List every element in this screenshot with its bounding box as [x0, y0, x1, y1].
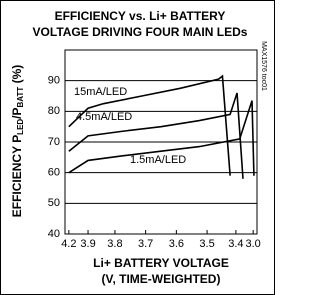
- chart-title: EFFICIENCY vs. Li+ BATTERY: [55, 9, 226, 23]
- series-label: 15mA/LED: [74, 86, 127, 98]
- y-tick-label: 80: [48, 105, 60, 117]
- series-label: 4.5mA/LED: [76, 111, 132, 123]
- x-axis-label: (V, TIME-WEIGHTED): [102, 272, 221, 286]
- y-tick-label: 60: [48, 167, 60, 179]
- x-tick-label: 3.8: [107, 238, 122, 250]
- y-label-sub: LED: [16, 119, 25, 135]
- y-tick-label: 90: [48, 75, 60, 87]
- x-tick-label: 3.5: [199, 238, 214, 250]
- x-tick-label: 3.7: [138, 238, 153, 250]
- chart-title: VOLTAGE DRIVING FOUR MAIN LEDs: [33, 25, 248, 39]
- x-tick-label: 4.2: [61, 238, 76, 250]
- chart: EFFICIENCY vs. Li+ BATTERY VOLTAGE DRIVI…: [0, 0, 275, 295]
- series-line: [68, 100, 255, 176]
- y-tick-label: 50: [48, 197, 60, 209]
- series-line: [68, 74, 231, 176]
- x-tick-label: 3.0: [246, 238, 261, 250]
- x-tick-label: 3.4: [228, 238, 243, 250]
- x-tick-label: 3.9: [80, 238, 95, 250]
- y-label-part: EFFICIENCY P: [10, 135, 24, 217]
- y-tick-label: 70: [48, 136, 60, 148]
- y-axis-label: EFFICIENCY PLED/PBATT (%): [10, 65, 25, 218]
- frame: [0, 0, 275, 295]
- x-tick-label: 3.6: [169, 238, 184, 250]
- x-axis-label: Li+ BATTERY VOLTAGE: [93, 256, 229, 270]
- y-tick-label: 40: [48, 228, 60, 240]
- annotation: MAX1576 toc01: [260, 41, 267, 91]
- y-label-sub: BATT: [16, 87, 25, 108]
- y-label-part: (%): [10, 65, 24, 87]
- series-label: 1.5mA/LED: [130, 154, 186, 166]
- y-label-part: /P: [10, 107, 24, 118]
- series-line: [68, 92, 244, 179]
